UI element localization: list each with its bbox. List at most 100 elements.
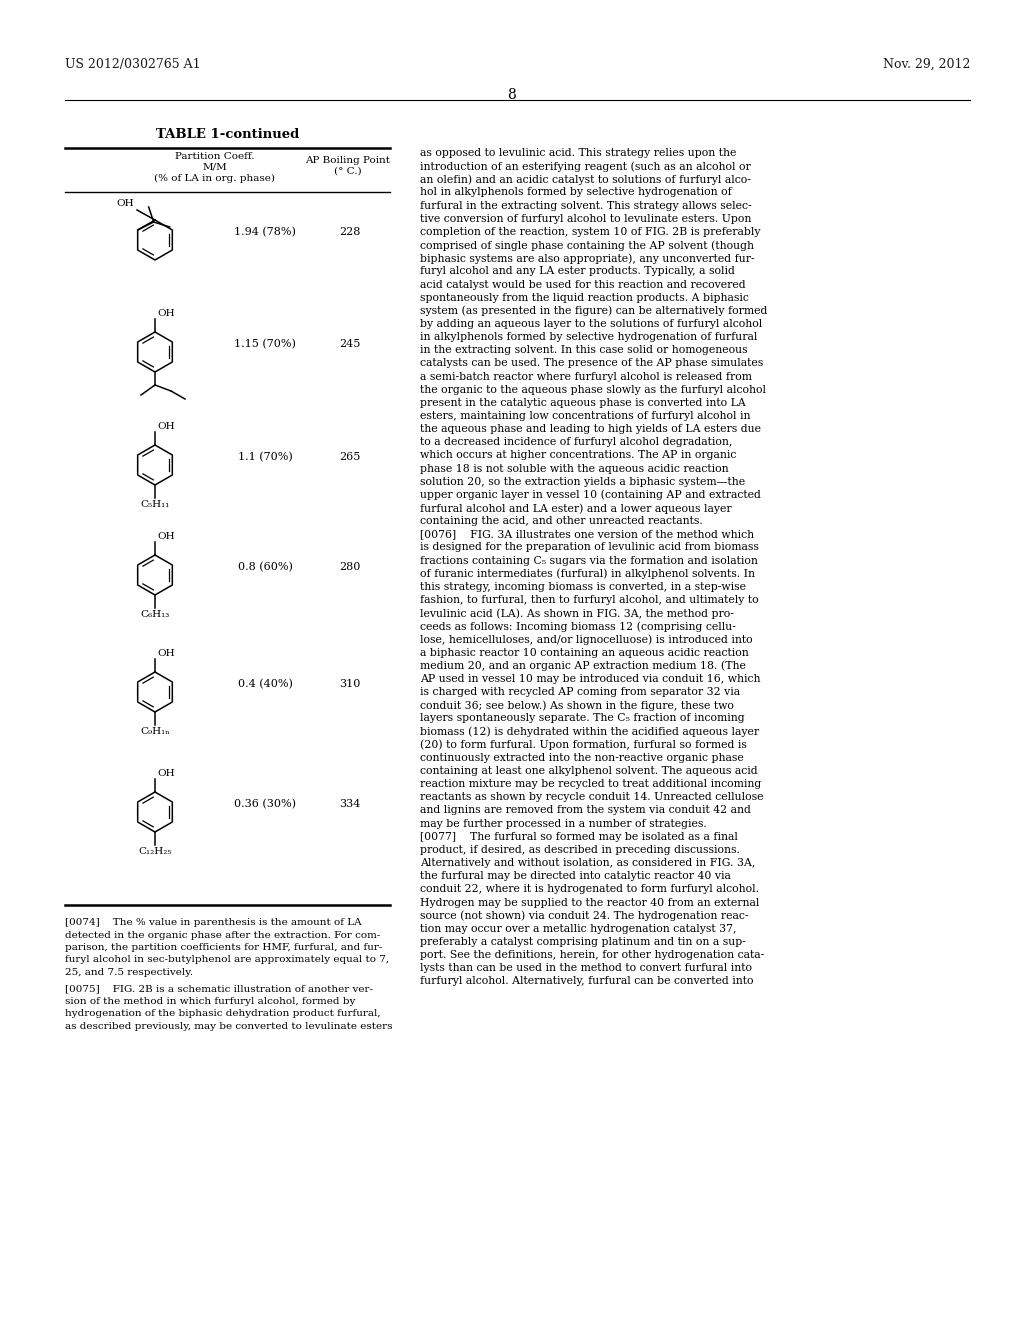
Text: biomass (12) is dehydrated within the acidified aqueous layer: biomass (12) is dehydrated within the ac… (420, 726, 759, 737)
Text: [0075]    FIG. 2B is a schematic illustration of another ver-: [0075] FIG. 2B is a schematic illustrati… (65, 985, 373, 994)
Text: lose, hemicelluloses, and/or lignocelluose) is introduced into: lose, hemicelluloses, and/or lignocelluo… (420, 635, 753, 645)
Text: upper organic layer in vessel 10 (containing AP and extracted: upper organic layer in vessel 10 (contai… (420, 490, 761, 500)
Text: hydrogenation of the biphasic dehydration product furfural,: hydrogenation of the biphasic dehydratio… (65, 1010, 381, 1019)
Text: in alkylphenols formed by selective hydrogenation of furfural: in alkylphenols formed by selective hydr… (420, 333, 758, 342)
Text: 0.4 (40%): 0.4 (40%) (238, 678, 293, 689)
Text: of furanic intermediates (furfural) in alkylphenol solvents. In: of furanic intermediates (furfural) in a… (420, 569, 755, 579)
Text: 25, and 7.5 respectively.: 25, and 7.5 respectively. (65, 968, 193, 977)
Text: and lignins are removed from the system via conduit 42 and: and lignins are removed from the system … (420, 805, 751, 816)
Text: 1.1 (70%): 1.1 (70%) (238, 451, 293, 462)
Text: conduit 36; see below.) As shown in the figure, these two: conduit 36; see below.) As shown in the … (420, 701, 734, 711)
Text: OH: OH (157, 309, 175, 318)
Text: furfuryl alcohol. Alternatively, furfural can be converted into: furfuryl alcohol. Alternatively, furfura… (420, 977, 754, 986)
Text: 8: 8 (508, 88, 516, 102)
Text: which occurs at higher concentrations. The AP in organic: which occurs at higher concentrations. T… (420, 450, 736, 461)
Text: a semi-batch reactor where furfuryl alcohol is released from: a semi-batch reactor where furfuryl alco… (420, 371, 752, 381)
Text: [0074]    The % value in parenthesis is the amount of LA: [0074] The % value in parenthesis is the… (65, 917, 361, 927)
Text: parison, the partition coefficients for HMF, furfural, and fur-: parison, the partition coefficients for … (65, 942, 382, 952)
Text: 0.8 (60%): 0.8 (60%) (238, 562, 293, 572)
Text: to a decreased incidence of furfuryl alcohol degradation,: to a decreased incidence of furfuryl alc… (420, 437, 732, 447)
Text: the organic to the aqueous phase slowly as the furfuryl alcohol: the organic to the aqueous phase slowly … (420, 384, 766, 395)
Text: continuously extracted into the non-reactive organic phase: continuously extracted into the non-reac… (420, 752, 743, 763)
Text: conduit 22, where it is hydrogenated to form furfuryl alcohol.: conduit 22, where it is hydrogenated to … (420, 884, 759, 895)
Text: system (as presented in the figure) can be alternatively formed: system (as presented in the figure) can … (420, 306, 767, 317)
Text: Hydrogen may be supplied to the reactor 40 from an external: Hydrogen may be supplied to the reactor … (420, 898, 760, 908)
Text: AP Boiling Point: AP Boiling Point (305, 156, 390, 165)
Text: port. See the definitions, herein, for other hydrogenation cata-: port. See the definitions, herein, for o… (420, 950, 764, 960)
Text: catalysts can be used. The presence of the AP phase simulates: catalysts can be used. The presence of t… (420, 359, 763, 368)
Text: 228: 228 (339, 227, 360, 238)
Text: reactants as shown by recycle conduit 14. Unreacted cellulose: reactants as shown by recycle conduit 14… (420, 792, 764, 803)
Text: an olefin) and an acidic catalyst to solutions of furfuryl alco-: an olefin) and an acidic catalyst to sol… (420, 174, 751, 185)
Text: (20) to form furfural. Upon formation, furfural so formed is: (20) to form furfural. Upon formation, f… (420, 739, 746, 750)
Text: sion of the method in which furfuryl alcohol, formed by: sion of the method in which furfuryl alc… (65, 997, 355, 1006)
Text: preferably a catalyst comprising platinum and tin on a sup-: preferably a catalyst comprising platinu… (420, 937, 745, 946)
Text: ceeds as follows: Incoming biomass 12 (comprising cellu-: ceeds as follows: Incoming biomass 12 (c… (420, 622, 736, 632)
Text: furyl alcohol and any LA ester products. Typically, a solid: furyl alcohol and any LA ester products.… (420, 267, 735, 276)
Text: 310: 310 (339, 678, 360, 689)
Text: is charged with recycled AP coming from separator 32 via: is charged with recycled AP coming from … (420, 688, 740, 697)
Text: 265: 265 (339, 451, 360, 462)
Text: the aqueous phase and leading to high yields of LA esters due: the aqueous phase and leading to high yi… (420, 424, 761, 434)
Text: C₅H₁₁: C₅H₁₁ (140, 500, 170, 510)
Text: containing the acid, and other unreacted reactants.: containing the acid, and other unreacted… (420, 516, 702, 527)
Text: AP used in vessel 10 may be introduced via conduit 16, which: AP used in vessel 10 may be introduced v… (420, 675, 761, 684)
Text: introduction of an esterifying reagent (such as an alcohol or: introduction of an esterifying reagent (… (420, 161, 751, 172)
Text: reaction mixture may be recycled to treat additional incoming: reaction mixture may be recycled to trea… (420, 779, 761, 789)
Text: spontaneously from the liquid reaction products. A biphasic: spontaneously from the liquid reaction p… (420, 293, 749, 302)
Text: (% of LA in org. phase): (% of LA in org. phase) (155, 174, 275, 183)
Text: tion may occur over a metallic hydrogenation catalyst 37,: tion may occur over a metallic hydrogena… (420, 924, 736, 933)
Text: furyl alcohol in sec-butylphenol are approximately equal to 7,: furyl alcohol in sec-butylphenol are app… (65, 956, 389, 965)
Text: containing at least one alkylphenol solvent. The aqueous acid: containing at least one alkylphenol solv… (420, 766, 758, 776)
Text: [0076]    FIG. 3A illustrates one version of the method which: [0076] FIG. 3A illustrates one version o… (420, 529, 754, 540)
Text: layers spontaneously separate. The C₅ fraction of incoming: layers spontaneously separate. The C₅ fr… (420, 713, 744, 723)
Text: a biphasic reactor 10 containing an aqueous acidic reaction: a biphasic reactor 10 containing an aque… (420, 648, 749, 657)
Text: levulinic acid (LA). As shown in FIG. 3A, the method pro-: levulinic acid (LA). As shown in FIG. 3A… (420, 609, 734, 619)
Text: may be further processed in a number of strategies.: may be further processed in a number of … (420, 818, 707, 829)
Text: biphasic systems are also appropriate), any unconverted fur-: biphasic systems are also appropriate), … (420, 253, 755, 264)
Text: OH: OH (157, 649, 175, 657)
Text: C₁₂H₂₅: C₁₂H₂₅ (138, 847, 172, 855)
Text: fractions containing C₅ sugars via the formation and isolation: fractions containing C₅ sugars via the f… (420, 556, 758, 566)
Text: is designed for the preparation of levulinic acid from biomass: is designed for the preparation of levul… (420, 543, 759, 553)
Text: Partition Coeff.: Partition Coeff. (175, 152, 255, 161)
Text: as opposed to levulinic acid. This strategy relies upon the: as opposed to levulinic acid. This strat… (420, 148, 736, 158)
Text: M/M: M/M (203, 162, 227, 172)
Text: acid catalyst would be used for this reaction and recovered: acid catalyst would be used for this rea… (420, 280, 745, 289)
Text: 334: 334 (339, 799, 360, 809)
Text: OH: OH (117, 199, 134, 209)
Text: hol in alkylphenols formed by selective hydrogenation of: hol in alkylphenols formed by selective … (420, 187, 732, 198)
Text: OH: OH (157, 422, 175, 432)
Text: esters, maintaining low concentrations of furfuryl alcohol in: esters, maintaining low concentrations o… (420, 411, 751, 421)
Text: 245: 245 (339, 339, 360, 348)
Text: furfural alcohol and LA ester) and a lower aqueous layer: furfural alcohol and LA ester) and a low… (420, 503, 731, 513)
Text: 1.94 (78%): 1.94 (78%) (234, 227, 296, 238)
Text: medium 20, and an organic AP extraction medium 18. (The: medium 20, and an organic AP extraction … (420, 661, 745, 672)
Text: this strategy, incoming biomass is converted, in a step-wise: this strategy, incoming biomass is conve… (420, 582, 746, 591)
Text: 1.15 (70%): 1.15 (70%) (234, 339, 296, 350)
Text: phase 18 is not soluble with the aqueous acidic reaction: phase 18 is not soluble with the aqueous… (420, 463, 729, 474)
Text: Nov. 29, 2012: Nov. 29, 2012 (883, 58, 970, 71)
Text: TABLE 1-continued: TABLE 1-continued (156, 128, 299, 141)
Text: fashion, to furfural, then to furfuryl alcohol, and ultimately to: fashion, to furfural, then to furfuryl a… (420, 595, 759, 605)
Text: Alternatively and without isolation, as considered in FIG. 3A,: Alternatively and without isolation, as … (420, 858, 756, 869)
Text: C₆H₁₃: C₆H₁₃ (140, 610, 170, 619)
Text: source (not shown) via conduit 24. The hydrogenation reac-: source (not shown) via conduit 24. The h… (420, 911, 749, 921)
Text: comprised of single phase containing the AP solvent (though: comprised of single phase containing the… (420, 240, 754, 251)
Text: (° C.): (° C.) (334, 168, 361, 176)
Text: furfural in the extracting solvent. This strategy allows selec-: furfural in the extracting solvent. This… (420, 201, 752, 211)
Text: lysts than can be used in the method to convert furfural into: lysts than can be used in the method to … (420, 964, 752, 973)
Text: as described previously, may be converted to levulinate esters: as described previously, may be converte… (65, 1022, 392, 1031)
Text: in the extracting solvent. In this case solid or homogeneous: in the extracting solvent. In this case … (420, 346, 748, 355)
Text: US 2012/0302765 A1: US 2012/0302765 A1 (65, 58, 201, 71)
Text: OH: OH (157, 770, 175, 777)
Text: present in the catalytic aqueous phase is converted into LA: present in the catalytic aqueous phase i… (420, 397, 745, 408)
Text: detected in the organic phase after the extraction. For com-: detected in the organic phase after the … (65, 931, 380, 940)
Text: [0077]    The furfural so formed may be isolated as a final: [0077] The furfural so formed may be iso… (420, 832, 738, 842)
Text: tive conversion of furfuryl alcohol to levulinate esters. Upon: tive conversion of furfuryl alcohol to l… (420, 214, 752, 224)
Text: completion of the reaction, system 10 of FIG. 2B is preferably: completion of the reaction, system 10 of… (420, 227, 761, 236)
Text: 0.36 (30%): 0.36 (30%) (234, 799, 296, 809)
Text: solution 20, so the extraction yields a biphasic system—the: solution 20, so the extraction yields a … (420, 477, 745, 487)
Text: product, if desired, as described in preceding discussions.: product, if desired, as described in pre… (420, 845, 740, 855)
Text: by adding an aqueous layer to the solutions of furfuryl alcohol: by adding an aqueous layer to the soluti… (420, 319, 762, 329)
